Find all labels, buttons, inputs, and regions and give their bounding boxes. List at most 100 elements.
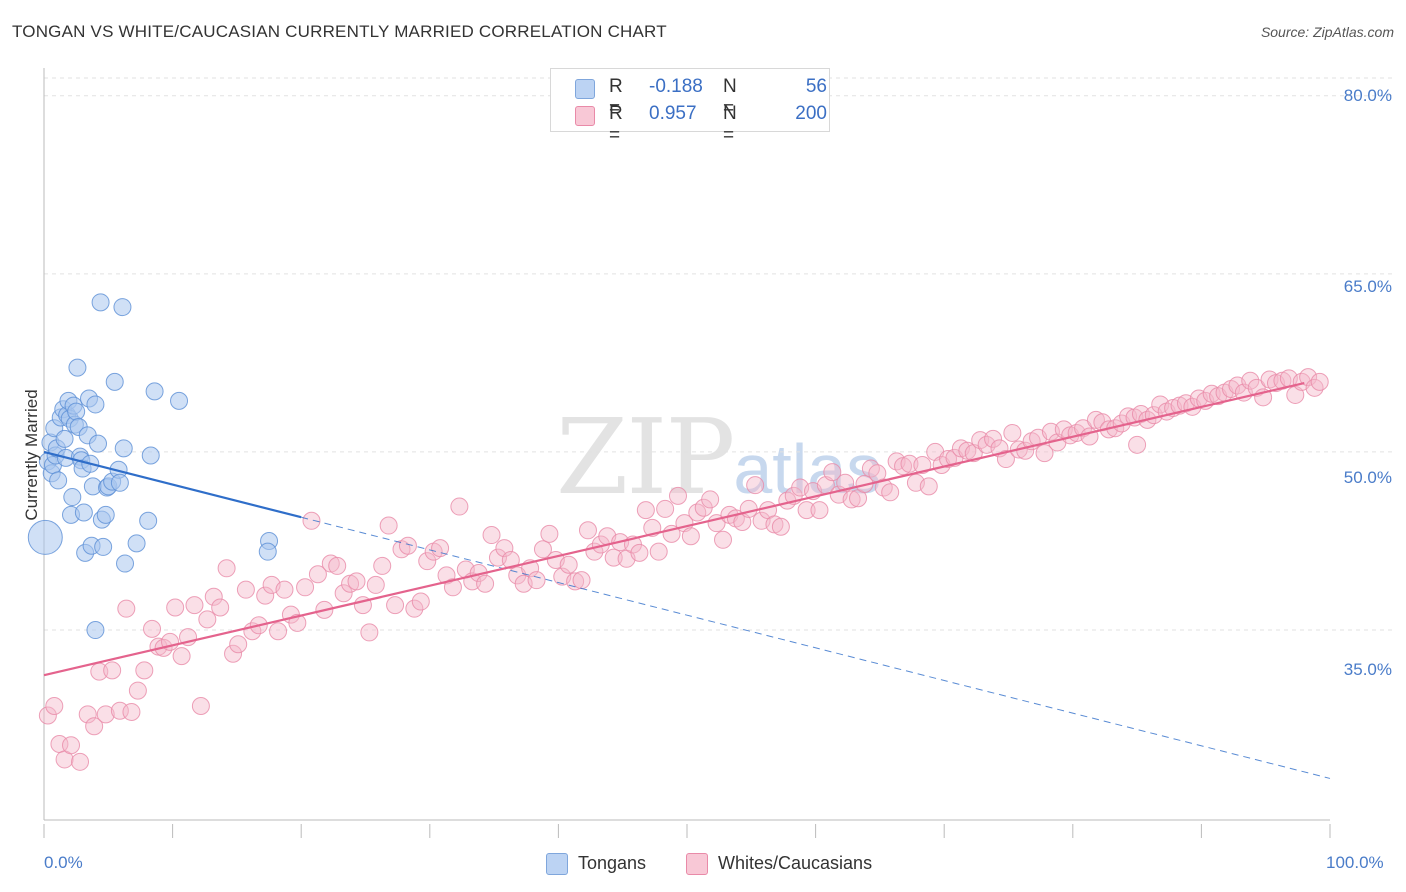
white-point xyxy=(411,592,430,611)
tongan-point xyxy=(86,621,105,640)
bottom-legend-label-whites: Whites/Caucasians xyxy=(718,853,873,873)
trend-extension-0 xyxy=(301,516,1331,779)
white-point xyxy=(450,497,469,516)
white-point xyxy=(501,550,520,569)
white-point xyxy=(328,556,347,575)
white-point xyxy=(103,661,122,680)
tongan-point xyxy=(258,542,277,561)
tongan-point xyxy=(127,534,146,553)
white-point xyxy=(85,717,104,736)
legend-swatch-tongans xyxy=(575,79,595,99)
tongan-point xyxy=(145,382,164,401)
white-point xyxy=(1035,444,1054,463)
bottom-legend-swatch-tongans xyxy=(546,853,568,875)
white-point xyxy=(797,501,816,520)
white-point xyxy=(166,598,185,617)
tongan-point xyxy=(89,434,108,453)
tongan-point xyxy=(105,372,124,391)
white-point xyxy=(360,623,379,642)
watermark-zip: ZIP xyxy=(556,396,735,518)
white-point xyxy=(308,565,327,584)
white-point xyxy=(688,503,707,522)
white-point xyxy=(224,644,243,663)
white-point xyxy=(913,455,932,474)
white-point xyxy=(347,572,366,591)
bottom-legend-label-tongans: Tongans xyxy=(578,853,647,873)
white-point xyxy=(1241,371,1260,390)
white-point xyxy=(1128,435,1147,454)
white-point xyxy=(288,613,307,632)
legend-r-value: -0.188 xyxy=(649,76,703,97)
white-point xyxy=(405,599,424,618)
tongan-point xyxy=(63,488,82,507)
tongan-trend-line xyxy=(43,450,302,519)
stats-legend: R = -0.188 N = 56 R = 0.957 N = 200 xyxy=(550,68,830,146)
white-point xyxy=(861,459,880,478)
white-point xyxy=(334,584,353,603)
white-point xyxy=(1305,378,1324,397)
white-point xyxy=(964,444,983,463)
white-point xyxy=(128,681,147,700)
white-point xyxy=(681,527,700,546)
tongan-point xyxy=(91,293,110,312)
white-point xyxy=(656,499,675,518)
legend-n-value: 200 xyxy=(795,103,827,124)
tongan-point xyxy=(67,402,86,421)
white-point xyxy=(275,580,294,599)
white-point xyxy=(527,571,546,590)
white-point xyxy=(191,697,210,716)
white-point xyxy=(122,702,141,721)
white-point xyxy=(714,530,733,549)
white-point xyxy=(919,477,938,496)
white-trend-line xyxy=(43,382,1305,677)
tongan-point xyxy=(86,395,105,414)
y-axis-label: Currently Married xyxy=(22,389,41,521)
y-tick-label-80: 80.0% xyxy=(1343,86,1392,105)
tongan-point xyxy=(94,537,113,556)
white-point xyxy=(559,555,578,574)
white-point xyxy=(1299,368,1318,387)
tongan-point xyxy=(74,503,93,522)
white-point xyxy=(823,463,842,482)
white-point xyxy=(668,486,687,505)
white-point xyxy=(578,521,597,540)
tongan-point xyxy=(110,473,129,492)
white-point xyxy=(78,705,97,724)
legend-r-label: R = xyxy=(609,103,623,146)
legend-swatch-whites xyxy=(575,106,595,126)
white-point xyxy=(746,476,765,495)
white-point xyxy=(198,610,217,629)
white-point xyxy=(366,575,385,594)
white-point xyxy=(900,454,919,473)
white-point xyxy=(572,571,591,590)
tongan-point xyxy=(55,429,74,448)
white-point xyxy=(1286,385,1305,404)
tongan-point xyxy=(68,358,87,377)
legend-n-value: 56 xyxy=(805,76,827,97)
white-point xyxy=(38,706,57,725)
white-point xyxy=(373,556,392,575)
x-tick-label-100: 100.0% xyxy=(1326,853,1384,872)
white-point xyxy=(217,559,236,578)
white-point xyxy=(185,596,204,615)
white-point xyxy=(143,619,162,638)
y-tick-label-50: 50.0% xyxy=(1343,468,1392,487)
white-point xyxy=(984,429,1003,448)
y-tick-label-65: 65.0% xyxy=(1343,277,1392,296)
white-point xyxy=(204,587,223,606)
white-point xyxy=(540,524,559,543)
white-point xyxy=(443,578,462,597)
white-point xyxy=(939,450,958,469)
bottom-legend-swatch-whites xyxy=(686,853,708,875)
chart-title: TONGAN VS WHITE/CAUCASIAN CURRENTLY MARR… xyxy=(12,22,667,41)
white-point xyxy=(881,483,900,502)
tongan-point xyxy=(27,519,63,555)
white-point xyxy=(1310,372,1329,391)
watermark: ZIPatlas xyxy=(556,396,881,518)
white-point xyxy=(636,501,655,520)
legend-n-label: N = xyxy=(723,76,737,119)
white-point xyxy=(996,450,1015,469)
watermark-atlas: atlas xyxy=(733,430,882,508)
tongan-point xyxy=(49,471,68,490)
tongan-point xyxy=(116,554,135,573)
